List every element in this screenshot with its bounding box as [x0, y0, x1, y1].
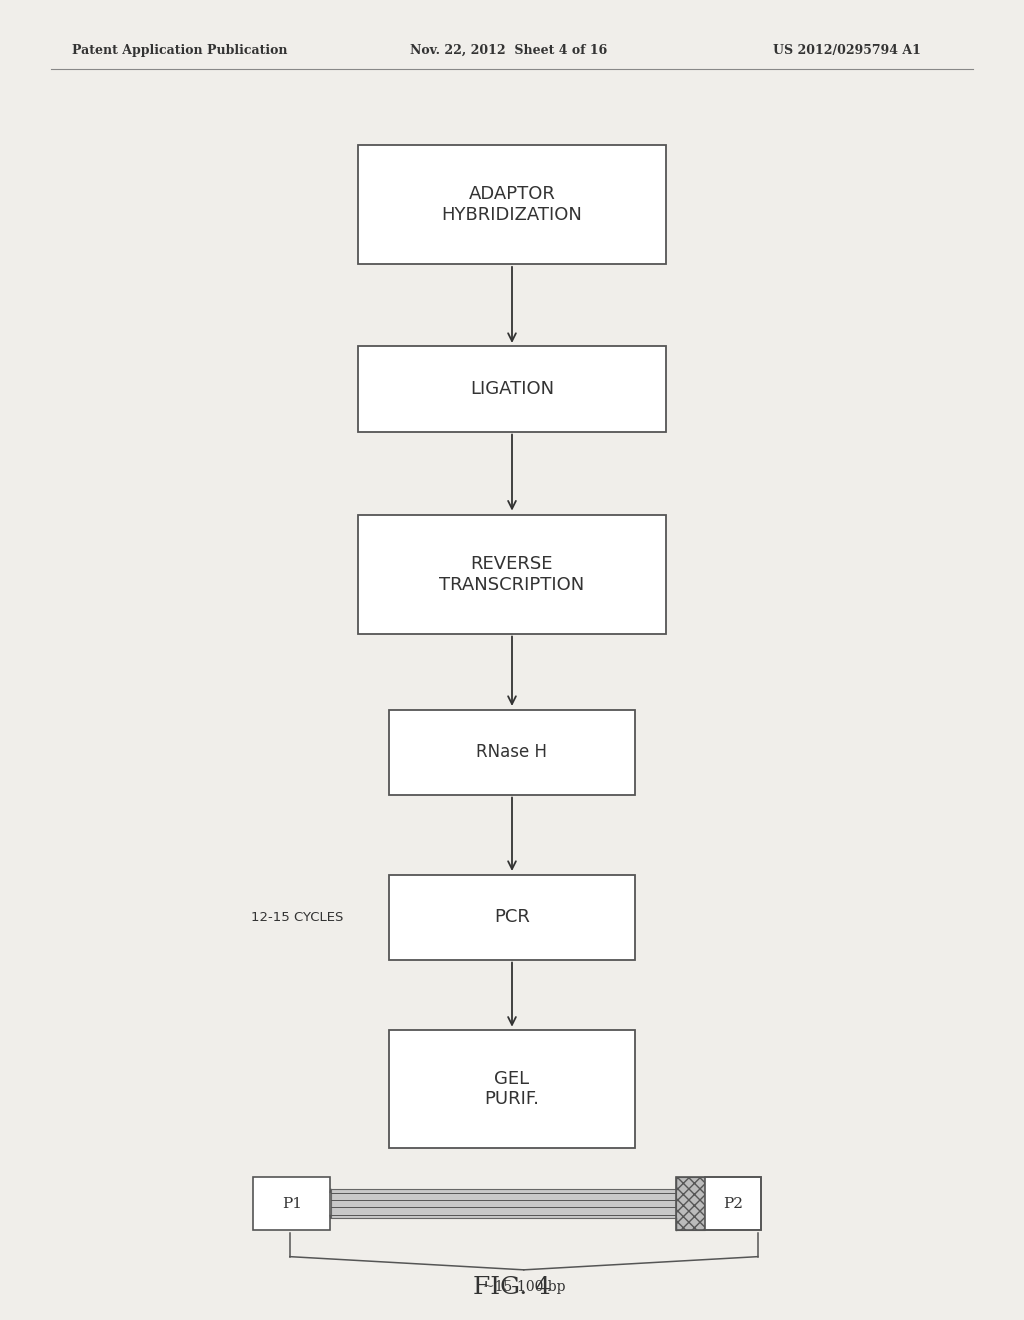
FancyBboxPatch shape — [253, 1177, 330, 1230]
Text: FIG. 4: FIG. 4 — [473, 1275, 551, 1299]
Text: P1: P1 — [282, 1197, 302, 1210]
Text: REVERSE
TRANSCRIPTION: REVERSE TRANSCRIPTION — [439, 554, 585, 594]
Bar — [676, 1177, 761, 1230]
Text: Patent Application Publication: Patent Application Publication — [72, 44, 287, 57]
FancyBboxPatch shape — [389, 1030, 635, 1148]
Bar — [331, 1189, 676, 1218]
FancyBboxPatch shape — [358, 515, 666, 634]
Text: ~15-100 bp: ~15-100 bp — [482, 1280, 565, 1295]
FancyBboxPatch shape — [358, 346, 666, 433]
Text: US 2012/0295794 A1: US 2012/0295794 A1 — [773, 44, 921, 57]
Text: PCR: PCR — [494, 908, 530, 927]
Text: ADAPTOR
HYBRIDIZATION: ADAPTOR HYBRIDIZATION — [441, 185, 583, 224]
FancyBboxPatch shape — [389, 710, 635, 795]
Text: 12-15 CYCLES: 12-15 CYCLES — [251, 911, 343, 924]
FancyBboxPatch shape — [358, 145, 666, 264]
Text: GEL
PURIF.: GEL PURIF. — [484, 1069, 540, 1109]
FancyBboxPatch shape — [389, 875, 635, 961]
Text: Nov. 22, 2012  Sheet 4 of 16: Nov. 22, 2012 Sheet 4 of 16 — [410, 44, 607, 57]
Text: P2: P2 — [723, 1197, 742, 1210]
Text: RNase H: RNase H — [476, 743, 548, 762]
Bar — [676, 1177, 705, 1230]
Bar — [705, 1177, 761, 1230]
Text: LIGATION: LIGATION — [470, 380, 554, 399]
